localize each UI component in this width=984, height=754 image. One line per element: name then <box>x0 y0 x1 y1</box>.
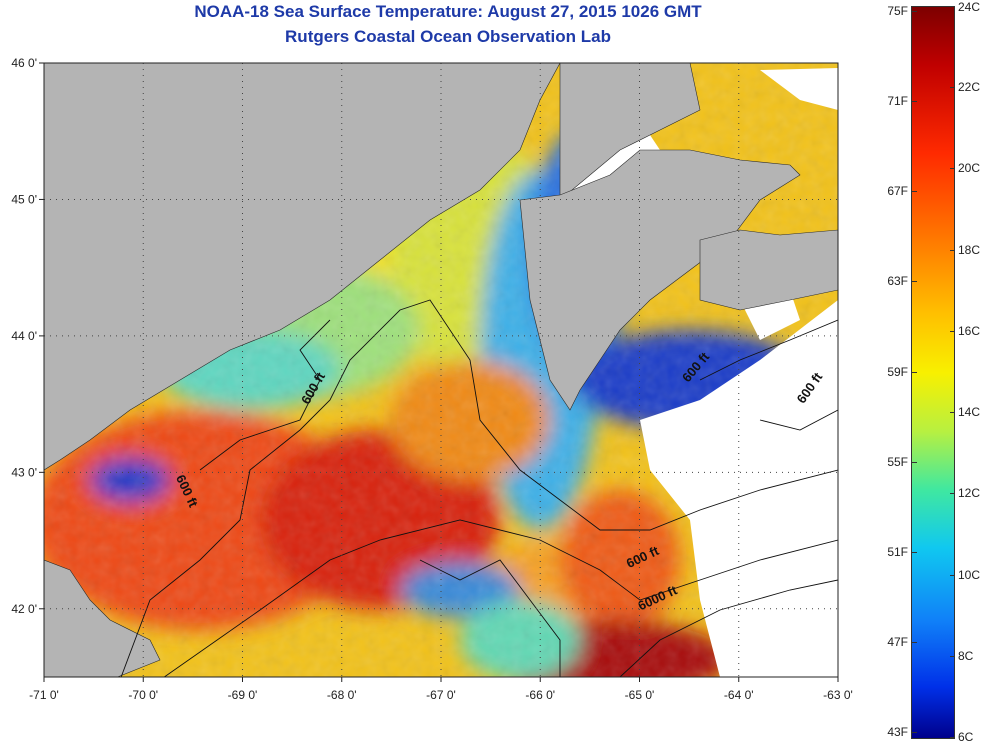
celsius-label: 24C <box>958 0 981 14</box>
x-tick-label: -65 0' <box>625 688 655 702</box>
fahrenheit-label: 51F <box>887 544 908 559</box>
fahrenheit-label: 75F <box>887 3 908 18</box>
graticule <box>44 63 838 677</box>
celsius-tick <box>950 87 955 89</box>
x-tick-label: -68 0' <box>327 688 357 702</box>
celsius-label: 12C <box>958 486 981 501</box>
celsius-label: 16C <box>958 323 981 338</box>
fahrenheit-tick <box>912 642 917 644</box>
celsius-tick <box>950 574 955 576</box>
fahrenheit-tick <box>912 10 917 12</box>
celsius-label: 18C <box>958 242 981 257</box>
celsius-tick <box>950 249 955 251</box>
celsius-tick <box>950 493 955 495</box>
axis-ticks: -71 0' -70 0' -69 0' -68 0' -67 0' -66 0' -65 … <box>11 56 852 702</box>
fahrenheit-label: 43F <box>887 725 908 740</box>
temperature-colorbar <box>911 6 955 739</box>
celsius-tick <box>950 330 955 332</box>
fahrenheit-label: 55F <box>887 454 908 469</box>
fahrenheit-label: 59F <box>887 364 908 379</box>
x-tick-label: -67 0' <box>426 688 456 702</box>
y-tick-label: 46 0' <box>11 56 37 70</box>
fahrenheit-tick <box>912 371 917 373</box>
y-tick-label: 42 0' <box>11 602 37 616</box>
fahrenheit-tick <box>912 100 917 102</box>
y-tick-label: 45 0' <box>11 192 37 206</box>
fahrenheit-label: 67F <box>887 184 908 198</box>
land-mass <box>44 63 838 677</box>
celsius-tick <box>950 6 955 7</box>
fahrenheit-tick <box>912 732 917 734</box>
celsius-label: 10C <box>958 567 981 582</box>
celsius-tick <box>950 168 955 170</box>
celsius-label: 22C <box>958 80 981 95</box>
celsius-label: 6C <box>958 730 974 744</box>
celsius-tick <box>950 737 955 738</box>
x-tick-label: -64 0' <box>724 688 754 702</box>
fahrenheit-label: 71F <box>887 93 908 108</box>
x-tick-label: -69 0' <box>228 688 258 702</box>
fahrenheit-tick <box>912 551 917 553</box>
celsius-label: 8C <box>958 648 974 663</box>
fahrenheit-label: 63F <box>887 274 908 289</box>
celsius-label: 14C <box>958 405 981 420</box>
map-title: NOAA-18 Sea Surface Temperature: August … <box>194 2 702 21</box>
y-tick-label: 43 0' <box>11 465 37 479</box>
y-tick-label: 44 0' <box>11 329 37 343</box>
celsius-tick <box>950 655 955 657</box>
x-tick-label: -71 0' <box>29 688 59 702</box>
celsius-label: 20C <box>958 161 981 176</box>
x-tick-label: -66 0' <box>525 688 555 702</box>
x-tick-label: -63 0' <box>823 688 853 702</box>
fahrenheit-tick <box>912 191 917 192</box>
map-subtitle: Rutgers Coastal Ocean Observation Lab <box>285 27 611 46</box>
x-tick-label: -70 0' <box>128 688 158 702</box>
celsius-tick <box>950 412 955 414</box>
fahrenheit-tick <box>912 281 917 283</box>
depth-contours <box>120 299 838 677</box>
fahrenheit-tick <box>912 461 917 463</box>
fahrenheit-label: 47F <box>887 635 908 650</box>
